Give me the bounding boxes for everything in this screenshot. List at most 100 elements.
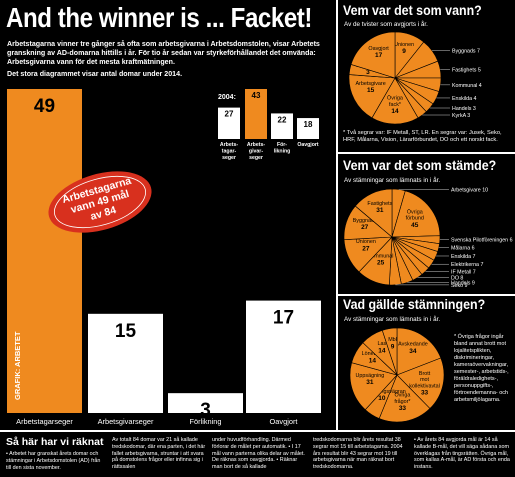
main-bar-label: Arbetsgivarseger — [98, 417, 154, 426]
pie-subtitle-stamde: Av stämningar som lämnats in i år. — [344, 177, 441, 184]
pie-value: 9 — [402, 48, 406, 55]
pie-label: Kommunal 4 — [452, 83, 482, 89]
mini-bar-label: likning — [274, 149, 291, 155]
intro-paragraph: Arbetstagarna vinner tre gånger så ofta … — [7, 40, 320, 66]
pie-value: 31 — [376, 207, 384, 214]
pie-label: kollektivavtal — [409, 383, 440, 389]
pie-value: 25 — [377, 260, 385, 267]
pie-label: Byggnads 7 — [452, 49, 480, 55]
mini-bar-label: givar- — [249, 149, 263, 155]
headline: And the winner is ... Facket! — [6, 2, 312, 33]
pie-value: 34 — [409, 348, 417, 355]
pie-label: Unionen — [394, 42, 414, 48]
pie-slice — [349, 362, 398, 411]
pie-label: Svenska Pilotföreningen 6 — [451, 238, 513, 244]
main-bar-0 — [7, 89, 82, 413]
pie-label: Handels 3 — [452, 106, 476, 112]
pie-title-galler: Vad gällde stämningen? — [343, 297, 486, 312]
pie-value: 14 — [391, 108, 399, 115]
pie-label: Uppsägning — [356, 373, 385, 379]
pie-value: 10 — [378, 395, 386, 402]
pie-value: 45 — [411, 222, 419, 229]
footer-col-5: • Av årets 84 avgjorda mål är 14 så kall… — [414, 437, 510, 471]
pie-label: Kommunal — [368, 253, 394, 259]
pie-label: förbund — [406, 216, 424, 222]
mini-bar-0 — [218, 107, 240, 139]
pie-value: 33 — [421, 390, 429, 397]
pie-subtitle-vann: Av de tvister som avgjorts i år. — [344, 21, 428, 28]
footer-divider — [0, 430, 515, 432]
callout-badge: Arbetstagarna vann 49 mål av 84 — [48, 171, 152, 233]
pie-label: Mbl — [388, 337, 397, 343]
pie-label: Övriga — [387, 95, 403, 102]
mini-bar-label: Arbets- — [247, 142, 265, 148]
pie-subtitle-galler: Av stämningar som lämnats in i år. — [344, 316, 441, 323]
pie-slice — [396, 327, 442, 376]
pie-slice — [350, 31, 396, 79]
mini-bar-label: seger — [222, 155, 236, 161]
pie-value: 17 — [375, 52, 383, 59]
pie-footnote-galler: * Övriga frågor ingår bland annat brott … — [454, 334, 509, 403]
intro-text: Arbetstagarna vinner tre gånger så ofta … — [7, 40, 333, 82]
pie-slice — [391, 190, 441, 238]
mini-bar-value: 18 — [304, 120, 313, 129]
pie-value: 15 — [367, 87, 375, 94]
mini-bar-label: tagar- — [222, 149, 237, 155]
pie-label: IF Metall 7 — [451, 269, 476, 275]
mini-chart-year: 2004: — [218, 94, 236, 101]
mini-bar-2 — [271, 113, 293, 139]
main-bar-value: 49 — [34, 96, 55, 117]
main-bar-label: Oavgjort — [270, 417, 298, 426]
pie-label: Fastighets 5 — [452, 67, 481, 73]
mini-bar-value: 22 — [278, 115, 287, 124]
pie-label: fack* — [389, 102, 402, 108]
panel-divider — [338, 152, 515, 154]
main-bar-value: 3 — [200, 400, 211, 421]
footer-title: Så här har vi räknat — [6, 436, 104, 448]
pie-value: 14 — [378, 347, 386, 354]
mini-bar-1 — [245, 89, 267, 139]
pie-label: Lönetvist — [362, 351, 384, 357]
mini-bar-value: 43 — [252, 91, 261, 100]
pie-slice — [396, 357, 445, 409]
footer-col-3: under huvudförhandling. Därmed förlorar … — [212, 437, 305, 471]
pie-label: Fastighets — [367, 201, 392, 207]
main-bar-label: Förlikning — [189, 417, 221, 426]
pie-label: Avskedande — [398, 342, 428, 348]
pie-slice — [381, 327, 398, 376]
pie-label: Handels 9 — [451, 281, 475, 287]
pie-label: Elektrikerna 7 — [451, 262, 483, 268]
pie-value: 9 — [391, 343, 395, 350]
graphic-credit: GRAFIK: ARBETET — [13, 331, 22, 400]
mini-bar-label: Arbets- — [220, 142, 238, 148]
pie-value: 3 — [366, 69, 370, 76]
main-bar-2 — [168, 393, 243, 413]
pie-label: Seko 9 — [451, 283, 468, 289]
main-bar-label: Arbetstagarseger — [16, 417, 73, 426]
pie-label: Las — [378, 341, 387, 347]
intro-note: Det stora diagrammet visar antal domar u… — [7, 70, 183, 78]
pie-value: 27 — [361, 224, 369, 231]
pie-value: 14 — [369, 357, 377, 364]
pie-label: Oavgjort — [368, 46, 389, 52]
pie-label: Övriga — [407, 208, 423, 215]
pie-label: mot — [420, 377, 429, 383]
pie-label: Enskilda 7 — [451, 254, 475, 260]
panel-divider — [338, 294, 515, 296]
pie-label: DO 8 — [451, 276, 463, 282]
pie-label: Unionen — [356, 239, 376, 245]
mini-bar-label: Oavgjort — [297, 142, 319, 148]
mini-bar-label: seger — [249, 155, 263, 161]
pie-slice — [371, 77, 419, 125]
pie-title-vann: Vem var det som vann? — [343, 3, 482, 18]
mini-bar-label: För- — [277, 142, 287, 148]
main-bar-3 — [246, 300, 321, 413]
pie-label: Arbetsgivare — [355, 81, 385, 87]
pie-value: 27 — [362, 245, 370, 252]
pie-label: Arbetsgivare 10 — [451, 187, 488, 193]
main-bar-value: 17 — [273, 308, 294, 329]
footer-col-1: • Arbetet har granskat årets domar och s… — [6, 451, 101, 471]
pie-value: 31 — [366, 379, 374, 386]
footer-col-2: Av totalt 84 domar var 21 så kallade tre… — [112, 437, 206, 471]
